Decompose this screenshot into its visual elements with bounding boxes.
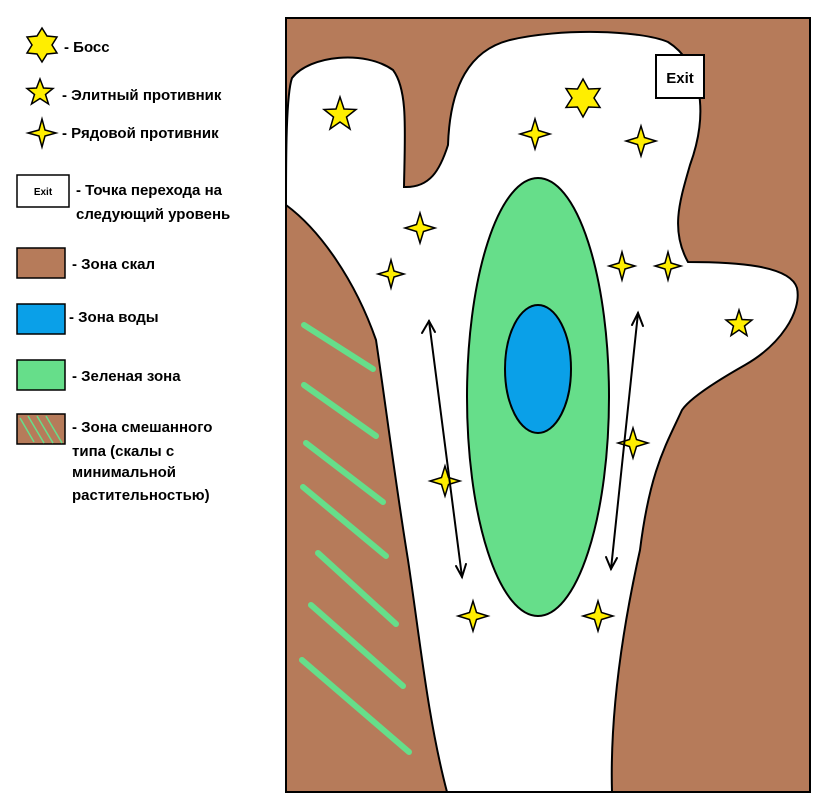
regular-legend-icon xyxy=(25,116,59,150)
exit-legend-icon-label: Exit xyxy=(34,187,53,198)
map: Exit xyxy=(284,17,811,793)
regular-enemy-star-icon xyxy=(606,249,638,283)
legend: - Босс - Элитный противник - Рядовой про… xyxy=(16,26,230,504)
patrol-arrow-left xyxy=(421,318,467,580)
regular-enemy-star-icon xyxy=(375,257,407,291)
exit-legend-icon xyxy=(16,174,70,208)
boss-legend-icon xyxy=(25,26,59,64)
legend-mixed-label-line3: минимальной xyxy=(72,464,176,481)
patrol-arrow-right xyxy=(605,310,644,572)
legend-exit-label-line2: следующий уровень xyxy=(76,206,230,223)
exit-point xyxy=(655,54,705,99)
rock-legend-swatch xyxy=(16,247,66,279)
regular-enemy-star-icon xyxy=(580,598,616,634)
elite-legend-icon xyxy=(24,76,56,106)
legend-exit-label-line1: - Точка перехода на xyxy=(76,182,223,199)
legend-mixed-label-line4: растительностью) xyxy=(72,487,210,504)
regular-enemy-star-icon xyxy=(427,463,463,499)
regular-enemy-star-icon xyxy=(402,210,438,246)
legend-boss-label: - Босс xyxy=(64,39,110,56)
legend-green-label: - Зеленая зона xyxy=(72,368,181,385)
regular-enemy-star-icon xyxy=(652,249,684,283)
regular-enemy-star-icon xyxy=(623,123,659,159)
mixed-legend-swatch xyxy=(16,413,66,445)
legend-mixed-label-line1: - Зона смешанного xyxy=(72,419,212,436)
legend-rock-label: - Зона скал xyxy=(72,256,155,273)
regular-enemy-star-icon xyxy=(517,116,553,152)
regular-enemy-star-icon xyxy=(615,425,651,461)
legend-elite-label: - Элитный противник xyxy=(62,87,222,104)
mixed-legend-stripes xyxy=(19,415,63,444)
water-legend-swatch xyxy=(16,303,66,335)
exit-point-label: Exit xyxy=(666,70,694,87)
legend-regular-label: - Рядовой противник xyxy=(62,125,219,142)
green-legend-swatch xyxy=(16,359,66,391)
legend-water-label: - Зона воды xyxy=(69,309,159,326)
mixed-zone-stripes xyxy=(299,322,412,755)
elite-enemy-star-icon xyxy=(723,307,755,338)
elite-enemy-star-icon xyxy=(321,94,359,131)
legend-mixed-label-line2: типа (скалы с xyxy=(72,443,174,460)
regular-enemy-star-icon xyxy=(455,598,491,634)
water-zone xyxy=(504,304,572,434)
boss-star-icon xyxy=(564,77,602,119)
